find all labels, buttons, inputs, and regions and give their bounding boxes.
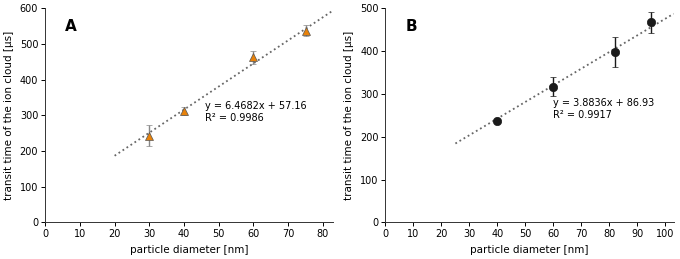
X-axis label: particle diameter [nm]: particle diameter [nm] xyxy=(471,245,589,255)
Text: B: B xyxy=(406,19,418,34)
X-axis label: particle diameter [nm]: particle diameter [nm] xyxy=(130,245,248,255)
Text: y = 6.4682x + 57.16
R² = 0.9986: y = 6.4682x + 57.16 R² = 0.9986 xyxy=(205,101,307,123)
Text: A: A xyxy=(65,19,77,34)
Text: y = 3.8836x + 86.93
R² = 0.9917: y = 3.8836x + 86.93 R² = 0.9917 xyxy=(554,98,655,120)
Y-axis label: transit time of the ion cloud [µs]: transit time of the ion cloud [µs] xyxy=(4,31,14,200)
Y-axis label: transit time of the ion cloud [µs]: transit time of the ion cloud [µs] xyxy=(345,31,354,200)
